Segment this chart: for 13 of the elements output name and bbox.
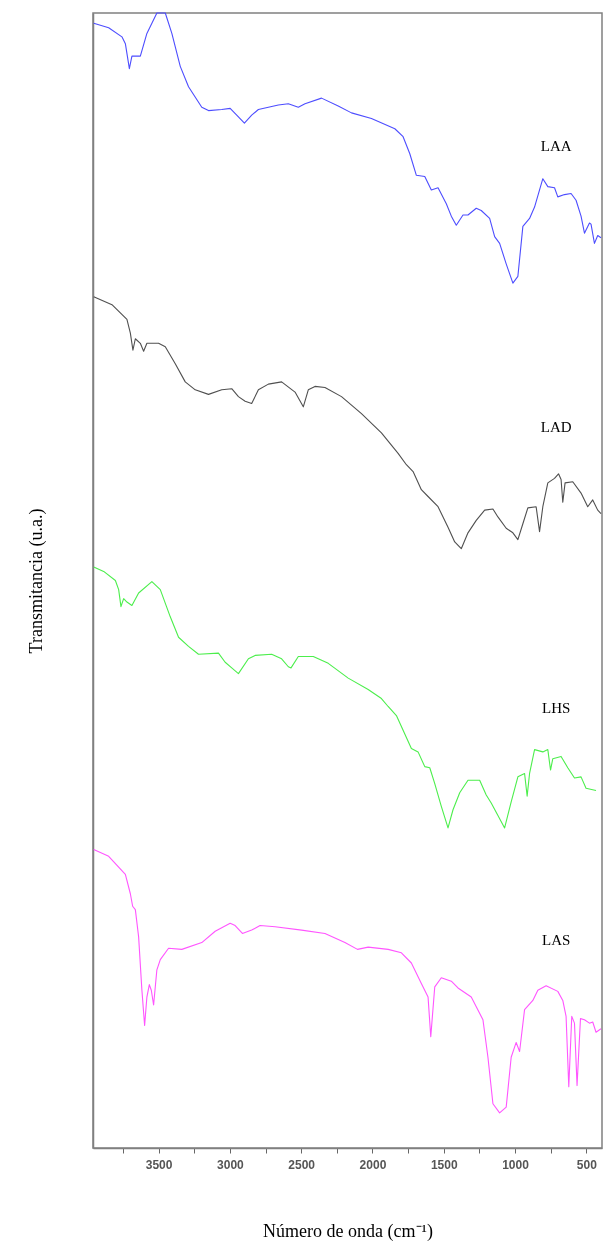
y-axis-title: Transmitancia (u.a.) xyxy=(25,508,47,654)
x-tick-label: 500 xyxy=(576,1157,598,1172)
x-axis-title: Número de onda (cm⁻¹) xyxy=(263,1220,433,1242)
x-tick-label: 1000 xyxy=(502,1157,530,1172)
x-tick-label: 3500 xyxy=(145,1157,173,1172)
x-tick-label: 3000 xyxy=(217,1157,245,1172)
x-tick-label: 2000 xyxy=(359,1157,387,1172)
series-label: LAA xyxy=(540,137,572,154)
text: LAS xyxy=(542,932,571,949)
x-tick-label: 1500 xyxy=(430,1157,458,1172)
text: LAD xyxy=(540,419,572,436)
x-tick-label: 2500 xyxy=(288,1157,316,1172)
text: LHS xyxy=(542,699,571,716)
